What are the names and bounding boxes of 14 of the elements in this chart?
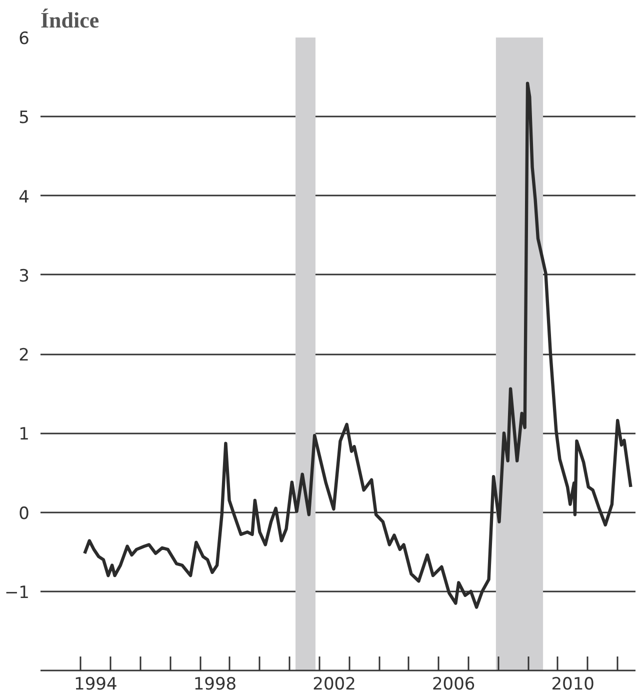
x-tick-label: 1998 [193,674,237,692]
y-tick-label: 5 [18,108,30,128]
y-tick-label: 6 [18,29,30,49]
y-tick-label: 1 [18,424,30,445]
y-tick-label: 2 [18,346,30,366]
y-tick-label: 0 [18,504,30,524]
chart-title: Índice [40,8,100,32]
y-tick-label: 4 [18,187,30,208]
x-tick-label: 2010 [551,674,594,692]
y-tick-label: 3 [18,266,30,286]
y-tick-label: −1 [4,582,30,603]
x-tick-label: 2002 [312,674,356,692]
x-tick-label: 1994 [74,674,118,692]
x-tick-label: 2006 [432,674,476,692]
